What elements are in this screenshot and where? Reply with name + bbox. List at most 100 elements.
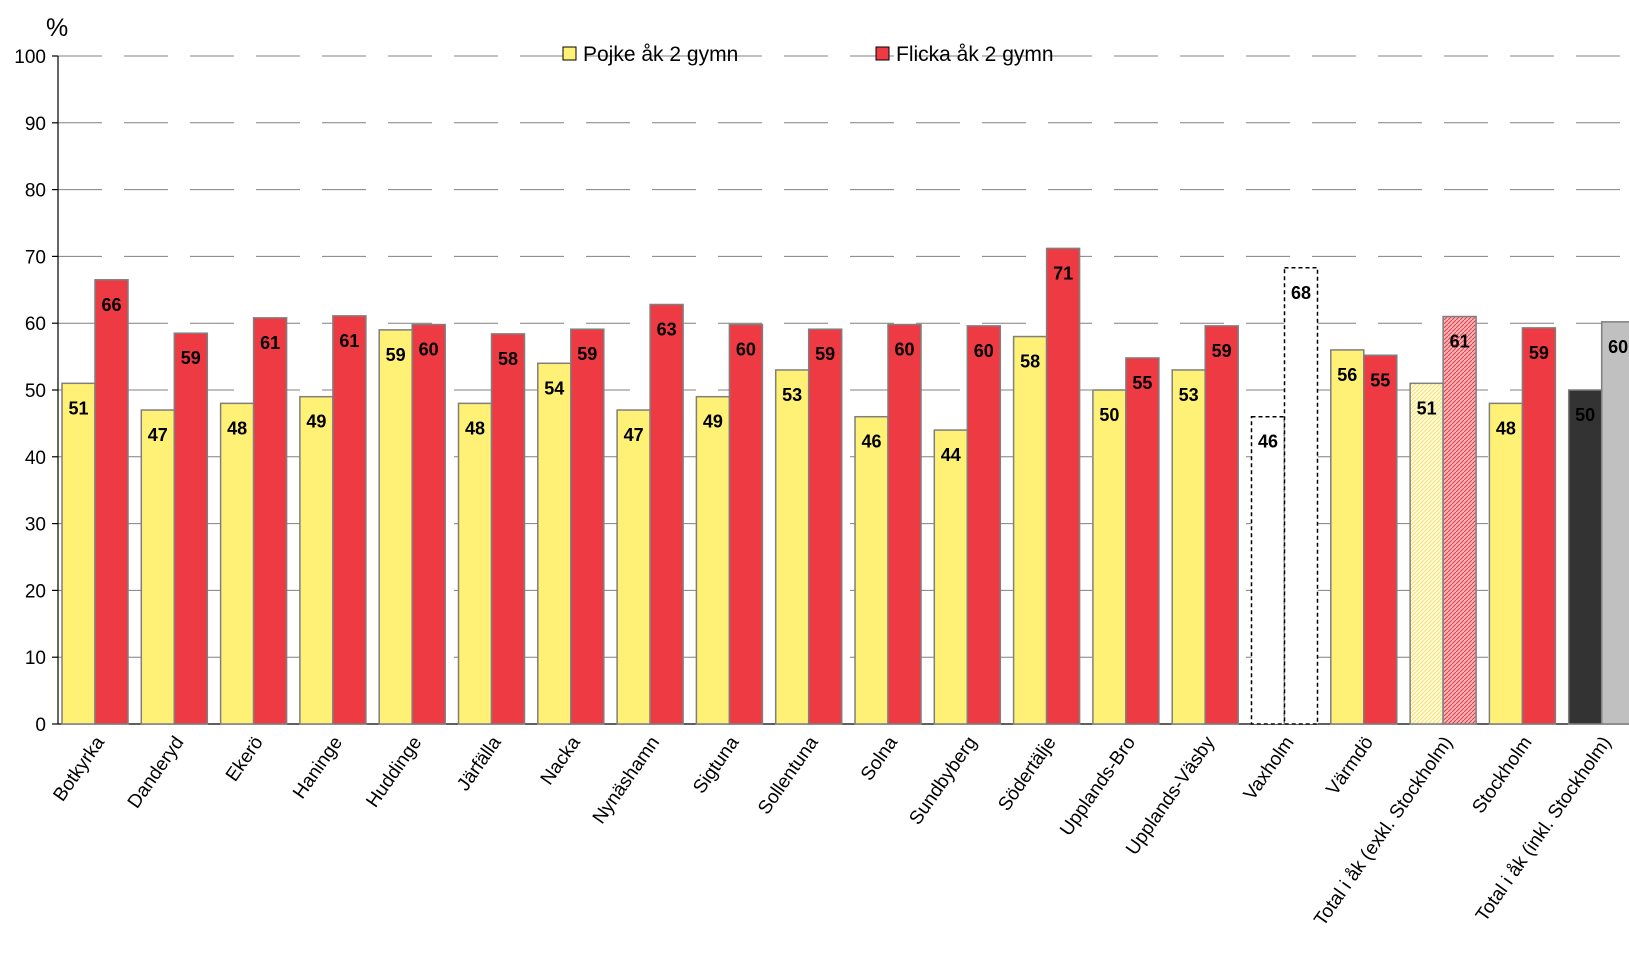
bar-girl-södertälje: [1045, 247, 1081, 725]
category-label-nacka: Nacka: [537, 732, 585, 789]
bar-girl-upplands-väsby: [1204, 325, 1239, 725]
value-label-boy-huddinge: 59: [386, 345, 406, 365]
bar-girl-botkyrka: [94, 279, 129, 725]
value-label-girl-vaxholm: 68: [1291, 283, 1311, 303]
value-label-girl-nacka: 59: [577, 344, 597, 364]
bar-boy-botkyrka: [61, 382, 96, 725]
category-label-sollentuna: Sollentuna: [754, 732, 823, 818]
category-label-solna: Solna: [857, 732, 902, 784]
value-label-girl-total-i-åk-exkl-stockholm: 61: [1450, 332, 1470, 352]
value-labels: 51 66 47 59 48 61 49 61 59 60 48 58 54 59 47 63 49 60 53 59…: [68, 263, 1628, 465]
value-label-boy-nacka: 54: [544, 378, 564, 398]
bar-boy-vaxholm: [1250, 415, 1286, 725]
bar-girl-järfälla: [490, 333, 526, 725]
legend-label-boy: Pojke åk 2 gymn: [583, 43, 738, 66]
bar-girl-solna: [887, 323, 922, 725]
value-label-boy-solna: 46: [861, 432, 881, 452]
y-tick-label: 100: [14, 47, 46, 68]
y-tick-label: 0: [35, 715, 46, 736]
bar-boy-ekerö: [219, 402, 255, 725]
value-label-girl-upplands-bro: 55: [1132, 373, 1152, 393]
y-tick-label: 10: [25, 648, 46, 669]
value-label-boy-järfälla: 48: [465, 418, 485, 438]
bar-girl-vaxholm: [1283, 267, 1319, 725]
value-label-boy-upplands-bro: 50: [1099, 405, 1119, 425]
value-label-girl-upplands-väsby: 59: [1212, 341, 1232, 361]
legend-label-girl: Flicka åk 2 gymn: [896, 43, 1054, 66]
bar-boy-järfälla: [457, 402, 493, 725]
bar-boy-sigtuna: [695, 395, 731, 725]
value-label-boy-botkyrka: 51: [68, 398, 88, 418]
legend: Pojke åk 2 gymn Flicka åk 2 gymn: [562, 43, 1054, 66]
legend-swatch-boy: [562, 46, 577, 61]
bar-boy-upplands-bro: [1092, 389, 1127, 725]
bar-girl-huddinge: [411, 323, 446, 725]
category-labels: Botkyrka Danderyd Ekerö Haninge Huddinge Järf…: [49, 732, 1615, 930]
value-label-girl-botkyrka: 66: [101, 295, 121, 315]
value-label-girl-värmdö: 55: [1370, 370, 1390, 390]
value-label-girl-sollentuna: 59: [815, 344, 835, 364]
value-label-boy-nynäshamn: 47: [624, 425, 644, 445]
value-label-boy-sigtuna: 49: [703, 412, 723, 432]
bar-girl-total-i-åk-exkl-stockholm: [1442, 315, 1477, 725]
category-label-huddinge: Huddinge: [362, 733, 426, 812]
y-tick-label: 20: [25, 581, 46, 602]
value-label-girl-sundbyberg: 60: [974, 341, 994, 361]
bar-boy-nynäshamn: [616, 409, 651, 725]
bar-boy-total-i-åk-inkl-stockholm: [1567, 389, 1603, 725]
category-label-upplands-väsby: Upplands-Väsby: [1122, 732, 1219, 859]
value-label-boy-vaxholm: 46: [1258, 432, 1278, 452]
value-label-girl-stockholm: 59: [1529, 343, 1549, 363]
bar-girl-danderyd: [173, 332, 209, 725]
bar-boy-sundbyberg: [933, 429, 969, 725]
bar-girl-sundbyberg: [966, 325, 1002, 725]
category-label-ekerö: Ekerö: [222, 733, 268, 786]
value-label-boy-värmdö: 56: [1337, 365, 1357, 385]
bar-girl-nacka: [570, 328, 605, 725]
value-label-boy-sollentuna: 53: [782, 385, 802, 405]
category-label-total-i-åk-exkl-stockholm: Total i åk (exkl. Stockholm): [1310, 733, 1457, 930]
category-label-upplands-bro: Upplands-Bro: [1056, 733, 1140, 840]
value-label-boy-södertälje: 58: [1020, 352, 1040, 372]
value-label-boy-danderyd: 47: [148, 425, 168, 445]
category-label-danderyd: Danderyd: [124, 733, 188, 813]
value-label-boy-sundbyberg: 44: [941, 445, 961, 465]
category-label-stockholm: Stockholm: [1468, 733, 1536, 818]
value-label-boy-total-i-åk-exkl-stockholm: 51: [1417, 398, 1437, 418]
y-tick-label: 80: [25, 181, 46, 202]
value-label-girl-nynäshamn: 63: [657, 319, 677, 339]
bar-girl-sigtuna: [728, 323, 764, 725]
bar-boy-värmdö: [1330, 349, 1365, 725]
bar-boy-södertälje: [1012, 335, 1048, 725]
value-label-boy-upplands-väsby: 53: [1179, 385, 1199, 405]
bar-girl-total-i-åk-inkl-stockholm: [1600, 321, 1629, 725]
value-label-boy-stockholm: 48: [1496, 418, 1516, 438]
bar-girl-nynäshamn: [649, 303, 684, 725]
category-label-södertälje: Södertälje: [994, 733, 1060, 815]
bar-boy-total-i-åk-exkl-stockholm: [1409, 382, 1444, 725]
y-axis: 0 10 20 30 40 50 60 70 80 90 100: [14, 47, 1629, 736]
category-label-värmdö: Värmdö: [1323, 733, 1378, 800]
value-label-girl-danderyd: 59: [181, 348, 201, 368]
bar-girl-sollentuna: [807, 328, 843, 725]
y-tick-label: 60: [25, 314, 46, 335]
category-label-sigtuna: Sigtuna: [689, 732, 743, 797]
value-label-girl-södertälje: 71: [1053, 263, 1073, 283]
bar-girl-upplands-bro: [1125, 357, 1160, 725]
bar-boy-nacka: [537, 362, 572, 725]
y-tick-label: 70: [25, 247, 46, 268]
legend-swatch-girl: [875, 46, 890, 61]
category-label-järfälla: Järfälla: [453, 732, 506, 795]
bar-boy-solna: [854, 415, 889, 725]
bar-girl-stockholm: [1521, 327, 1557, 725]
category-label-haninge: Haninge: [289, 733, 347, 803]
bar-girl-värmdö: [1363, 354, 1398, 725]
bar-boy-danderyd: [140, 409, 176, 725]
bar-girl-ekerö: [252, 317, 288, 725]
y-axis-unit-label: %: [46, 14, 68, 42]
value-label-girl-total-i-åk-inkl-stockholm: 60: [1608, 337, 1628, 357]
value-label-girl-solna: 60: [894, 340, 914, 360]
value-label-boy-haninge: 49: [306, 412, 326, 432]
category-label-nynäshamn: Nynäshamn: [589, 733, 664, 828]
bars: [61, 247, 1629, 725]
